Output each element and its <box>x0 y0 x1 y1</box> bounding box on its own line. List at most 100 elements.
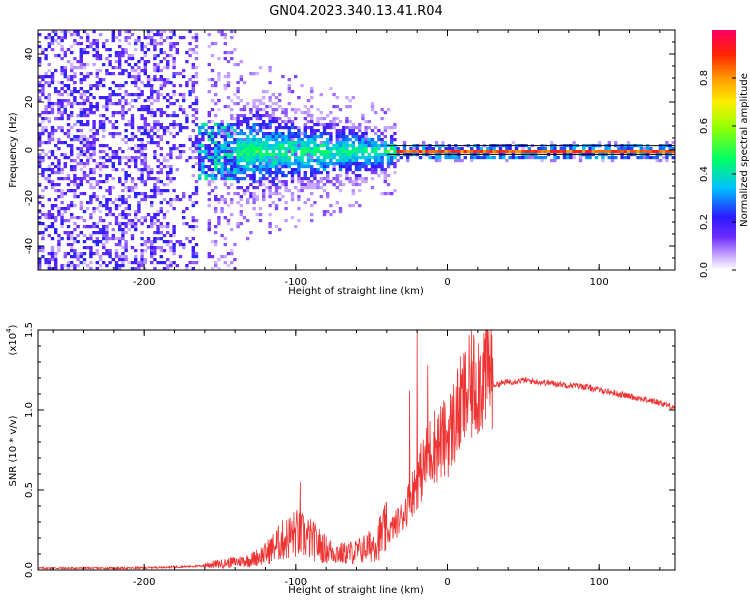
spectrogram-cell <box>169 234 173 238</box>
spectrogram-cell <box>236 90 240 94</box>
spectrogram-cell <box>233 48 237 52</box>
spectrogram-cell <box>38 222 42 226</box>
spectrogram-cell <box>236 102 240 106</box>
spectrogram-cell <box>130 75 135 79</box>
spectrogram-cell <box>454 159 458 163</box>
spectrogram-cell <box>54 219 58 223</box>
spectrogram-cell <box>207 183 211 187</box>
spectrogram-cell <box>230 162 234 166</box>
spectrogram-cell <box>47 42 51 46</box>
spectrogram-cell <box>146 195 151 199</box>
spectrogram-cell <box>159 210 163 214</box>
spectrogram-cell <box>124 225 128 229</box>
spectrogram-cell <box>358 183 362 187</box>
spectrogram-cell <box>351 192 355 196</box>
spectrogram-cell <box>214 165 218 169</box>
spectrogram-cell <box>306 144 311 148</box>
spectrogram-cell <box>329 213 333 217</box>
spectrogram-cell <box>316 117 320 121</box>
spectrogram-cell <box>60 129 64 133</box>
spectrogram-cell <box>121 117 125 121</box>
spectrogram-cell <box>486 156 490 160</box>
spectrogram-cell <box>54 30 58 34</box>
spectrogram-cell <box>319 162 323 166</box>
spectrogram-cell <box>98 150 103 154</box>
spectrogram-cell <box>54 255 58 259</box>
spectrogram-cell <box>82 108 87 112</box>
spectrogram-cell <box>66 183 71 187</box>
spectrogram-cell <box>274 207 279 211</box>
spectrogram-cell <box>274 120 279 124</box>
spectrogram-cell <box>130 66 135 70</box>
spectrogram-cell <box>297 198 301 202</box>
spectrogram-cell <box>671 141 675 145</box>
spectrogram-cell <box>204 123 208 127</box>
spectrogram-cell <box>95 54 99 58</box>
spectrogram-cell <box>172 93 176 97</box>
spectrogram-cell <box>255 123 259 127</box>
spectrogram-cell <box>98 180 103 184</box>
spectrogram-cell <box>262 147 266 151</box>
spectrogram-cell <box>79 255 83 259</box>
spectrogram-cell <box>662 147 666 151</box>
spectrogram-cell <box>297 177 301 181</box>
spectrogram-cell <box>92 132 96 136</box>
spectrogram-cell <box>220 30 224 34</box>
spectrogram-cell <box>319 165 323 169</box>
spectrogram-cell <box>345 138 349 142</box>
spectrogram-cell <box>230 168 234 172</box>
spectrogram-cell <box>140 243 144 247</box>
spectrogram-cell <box>249 126 253 130</box>
spectrogram-cell <box>271 171 275 175</box>
spectrogram-cell <box>239 120 243 124</box>
spectrogram-cell <box>82 66 87 70</box>
spectrogram-cell <box>242 159 247 163</box>
spectrogram-cell <box>354 183 359 187</box>
spectrogram-cell <box>226 51 231 55</box>
spectrogram-cell <box>98 81 103 85</box>
spectrogram-cell <box>146 33 151 37</box>
spectrogram-cell <box>214 144 218 148</box>
spectrogram-cell <box>146 48 151 52</box>
spectrogram-cell <box>194 180 199 184</box>
spectrogram-cell <box>233 123 237 127</box>
spectrogram-cell <box>156 93 160 97</box>
spectrogram-cell <box>95 108 99 112</box>
spectrogram-cell <box>326 156 330 160</box>
spectrogram-cell <box>258 102 263 106</box>
spectrogram-cell <box>121 258 125 262</box>
spectrogram-cell <box>297 126 301 130</box>
spectrogram-cell <box>194 75 199 79</box>
spectrogram-cell <box>95 87 99 91</box>
spectrogram-cell <box>223 159 227 163</box>
spectrogram-cell <box>278 117 282 121</box>
spectrogram-cell <box>185 81 189 85</box>
spectrogram-cell <box>658 150 663 154</box>
spectrogram-cell <box>271 108 275 112</box>
spectrogram-cell <box>79 141 83 145</box>
spectrogram-cell <box>383 129 387 133</box>
spectrogram-cell <box>255 186 259 190</box>
spectrogram-cell <box>367 141 371 145</box>
spectrogram-cell <box>79 54 83 58</box>
spectrogram-cell <box>316 147 320 151</box>
spectrogram-cell <box>226 81 231 85</box>
spectrogram-cell <box>124 48 128 52</box>
spectrogram-cell <box>258 138 263 142</box>
spectrogram-cell <box>70 213 74 217</box>
spectrogram-cell <box>210 180 215 184</box>
spectrogram-cell <box>98 228 103 232</box>
spectrogram-cell <box>140 198 144 202</box>
spectrogram-cell <box>89 213 93 217</box>
spectrogram-cell <box>178 84 183 88</box>
spectrogram-cell <box>50 162 55 166</box>
spectrogram-cell <box>63 72 67 76</box>
spectrogram-cell <box>124 198 128 202</box>
spectrogram-cell <box>351 156 355 160</box>
spectrogram-cell <box>124 216 128 220</box>
spectrogram-cell <box>345 105 349 109</box>
spectrogram-cell <box>89 156 93 160</box>
spectrogram-cell <box>127 36 131 40</box>
spectrogram-cell <box>294 144 298 148</box>
spectrogram-xlabel: Height of straight line (km) <box>288 286 424 297</box>
